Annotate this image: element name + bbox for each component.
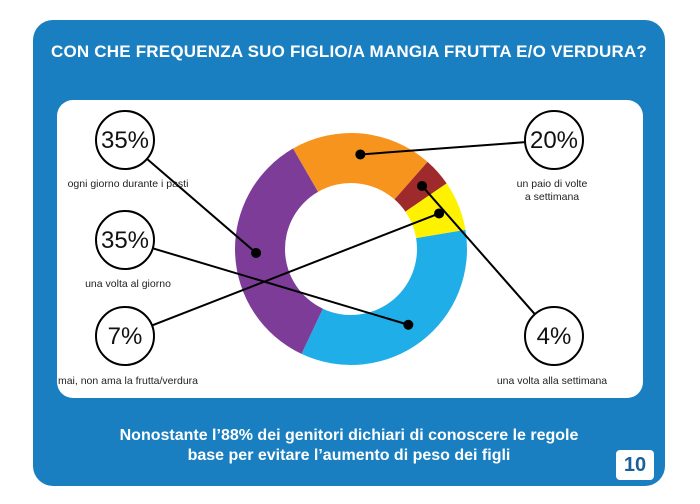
- value-circle: [95, 210, 155, 270]
- donut-slice: [293, 132, 428, 200]
- slice-category-label: una volta al giorno: [85, 278, 171, 290]
- slice-category-label: ogni giorno durante i pasti: [68, 178, 189, 190]
- footer-line-2: base per evitare l’aumento di peso dei f…: [187, 447, 511, 464]
- leader-dot: [355, 149, 366, 160]
- footer-line-1: Nonostante l’88% dei genitori dichiari d…: [119, 427, 579, 444]
- slice-category-label: un paio di volte a settimana: [517, 178, 588, 203]
- leader-dot: [417, 180, 428, 191]
- donut-slice: [301, 229, 467, 366]
- value-circle: [524, 110, 584, 170]
- value-circle: [524, 306, 584, 366]
- donut-slice: [235, 148, 323, 354]
- slice-value-label: 20%: [530, 127, 578, 154]
- value-circle: [95, 110, 155, 170]
- leader-dot: [434, 208, 445, 219]
- leader-dot: [251, 247, 262, 258]
- value-circle: [95, 306, 155, 366]
- slice-category-label: mai, non ama la frutta/verdura: [58, 375, 198, 387]
- leader-line: [146, 158, 257, 254]
- leader-dot: [403, 319, 414, 330]
- slice-value-label: 7%: [108, 323, 143, 350]
- leader-line: [151, 212, 440, 327]
- leader-line: [152, 247, 409, 326]
- chart-title: CON CHE FREQUENZA SUO FIGLIO/A MANGIA FR…: [51, 42, 647, 61]
- slice-value-label: 4%: [537, 323, 572, 350]
- slice-category-label: una volta alla settimana: [497, 375, 607, 387]
- slice-value-label: 35%: [101, 227, 149, 254]
- page-number: 10: [616, 450, 654, 480]
- leader-line: [421, 185, 536, 315]
- footer-note: Nonostante l’88% dei genitori dichiari d…: [33, 426, 665, 466]
- leader-line: [360, 141, 526, 156]
- slice-value-label: 35%: [101, 127, 149, 154]
